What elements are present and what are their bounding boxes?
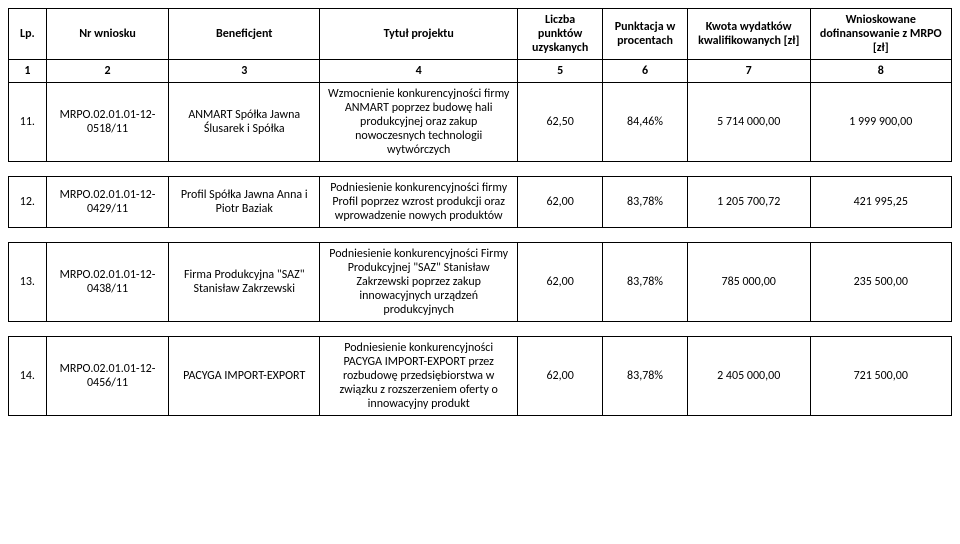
col-dof: Wnioskowane dofinansowanie z MRPO [zł]: [810, 9, 952, 60]
spacer-cell: [9, 322, 952, 337]
col-lp: Lp.: [9, 9, 47, 60]
cell-nr: MRPO.02.01.01-12-0429/11: [46, 177, 169, 228]
colnum: 4: [320, 60, 518, 83]
cell-pkt: 62,50: [518, 83, 603, 162]
colnum: 6: [603, 60, 688, 83]
col-pkt: Liczba punktów uzyskanych: [518, 9, 603, 60]
colnum: 7: [687, 60, 810, 83]
cell-pkt: 62,00: [518, 337, 603, 416]
cell-lp: 11.: [9, 83, 47, 162]
cell-ben: PACYGA IMPORT-EXPORT: [169, 337, 320, 416]
table-row: 13.MRPO.02.01.01-12-0438/11Firma Produkc…: [9, 243, 952, 322]
colnum: 1: [9, 60, 47, 83]
cell-tyt: Podniesienie konkurencyjności PACYGA IMP…: [320, 337, 518, 416]
data-table: Lp. Nr wniosku Beneficjent Tytuł projekt…: [8, 8, 952, 416]
cell-lp: 14.: [9, 337, 47, 416]
cell-proc: 83,78%: [603, 337, 688, 416]
col-kw: Kwota wydatków kwalifikowanych [zł]: [687, 9, 810, 60]
cell-kw: 2 405 000,00: [687, 337, 810, 416]
cell-proc: 84,46%: [603, 83, 688, 162]
table-colnum-row: 1 2 3 4 5 6 7 8: [9, 60, 952, 83]
colnum: 3: [169, 60, 320, 83]
colnum: 2: [46, 60, 169, 83]
table-row: 12.MRPO.02.01.01-12-0429/11Profil Spółka…: [9, 177, 952, 228]
cell-lp: 12.: [9, 177, 47, 228]
cell-kw: 1 205 700,72: [687, 177, 810, 228]
cell-proc: 83,78%: [603, 243, 688, 322]
col-ben: Beneficjent: [169, 9, 320, 60]
cell-lp: 13.: [9, 243, 47, 322]
cell-dof: 721 500,00: [810, 337, 952, 416]
col-tyt: Tytuł projektu: [320, 9, 518, 60]
col-nr: Nr wniosku: [46, 9, 169, 60]
cell-ben: ANMART Spółka Jawna Ślusarek i Spółka: [169, 83, 320, 162]
cell-ben: Firma Produkcyjna "SAZ" Stanisław Zakrze…: [169, 243, 320, 322]
cell-nr: MRPO.02.01.01-12-0456/11: [46, 337, 169, 416]
row-spacer: [9, 228, 952, 243]
spacer-cell: [9, 228, 952, 243]
spacer-cell: [9, 162, 952, 177]
cell-kw: 785 000,00: [687, 243, 810, 322]
cell-nr: MRPO.02.01.01-12-0518/11: [46, 83, 169, 162]
cell-tyt: Podniesienie konkurencyjności Firmy Prod…: [320, 243, 518, 322]
cell-dof: 235 500,00: [810, 243, 952, 322]
row-spacer: [9, 322, 952, 337]
cell-kw: 5 714 000,00: [687, 83, 810, 162]
colnum: 8: [810, 60, 952, 83]
cell-ben: Profil Spółka Jawna Anna i Piotr Baziak: [169, 177, 320, 228]
cell-pkt: 62,00: [518, 243, 603, 322]
cell-dof: 1 999 900,00: [810, 83, 952, 162]
cell-proc: 83,78%: [603, 177, 688, 228]
table-row: 11.MRPO.02.01.01-12-0518/11ANMART Spółka…: [9, 83, 952, 162]
cell-dof: 421 995,25: [810, 177, 952, 228]
table-header-row: Lp. Nr wniosku Beneficjent Tytuł projekt…: [9, 9, 952, 60]
cell-pkt: 62,00: [518, 177, 603, 228]
cell-tyt: Podniesienie konkurencyjności firmy Prof…: [320, 177, 518, 228]
table-row: 14.MRPO.02.01.01-12-0456/11PACYGA IMPORT…: [9, 337, 952, 416]
col-proc: Punktacja w procentach: [603, 9, 688, 60]
row-spacer: [9, 162, 952, 177]
cell-tyt: Wzmocnienie konkurencyjności firmy ANMAR…: [320, 83, 518, 162]
colnum: 5: [518, 60, 603, 83]
cell-nr: MRPO.02.01.01-12-0438/11: [46, 243, 169, 322]
